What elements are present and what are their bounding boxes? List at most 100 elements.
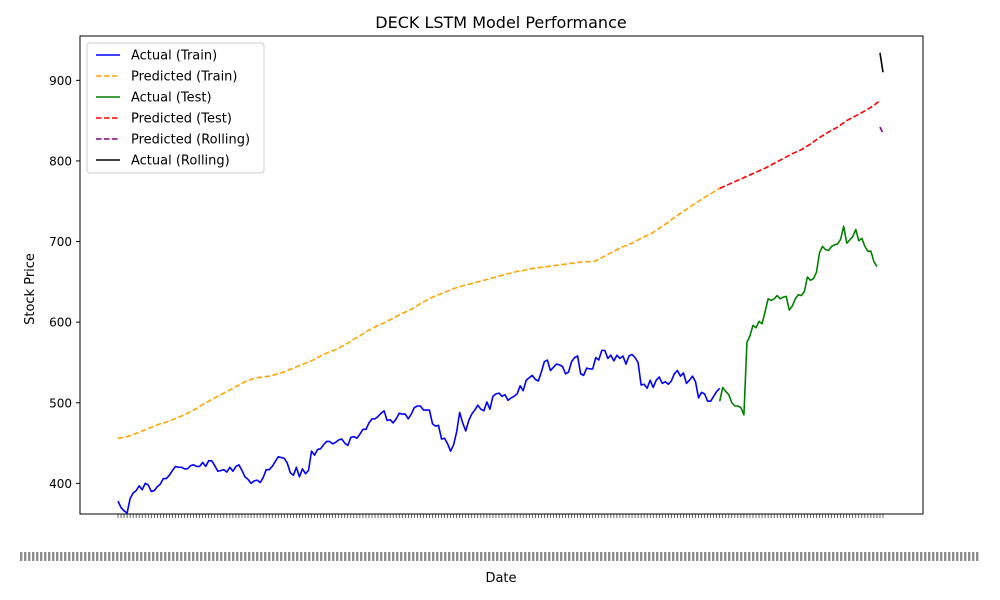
x-tick-label-glyph: [656, 552, 659, 561]
x-tick-label-glyph: [508, 552, 511, 561]
x-tick-label-glyph: [768, 552, 771, 561]
x-tick-label-glyph: [584, 552, 587, 561]
x-tick-label-glyph: [548, 552, 551, 561]
x-tick-label-glyph: [20, 552, 23, 561]
x-tick-label-glyph: [624, 552, 627, 561]
x-tick-label-glyph: [72, 552, 75, 561]
x-tick-label-glyph: [604, 552, 607, 561]
x-tick-label-glyph: [268, 552, 271, 561]
x-tick-label-glyph: [468, 552, 471, 561]
x-tick-label-glyph: [380, 552, 383, 561]
x-tick-label-glyph: [840, 552, 843, 561]
x-tick-label-glyph: [892, 552, 895, 561]
x-tick-label-glyph: [396, 552, 399, 561]
x-tick-label-glyph: [240, 552, 243, 561]
x-tick-label-glyph: [116, 552, 119, 561]
x-axis-label: Date: [485, 571, 516, 586]
x-tick-label-glyph: [276, 552, 279, 561]
x-tick-label-glyph: [504, 552, 507, 561]
x-tick-label-glyph: [264, 552, 267, 561]
x-tick-label-glyph: [836, 552, 839, 561]
x-tick-label-glyph: [800, 552, 803, 561]
x-tick-label-glyph: [860, 552, 863, 561]
x-tick-label-glyph: [200, 552, 203, 561]
x-tick-label-glyph: [500, 552, 503, 561]
x-tick-label-glyph: [44, 552, 47, 561]
x-tick-label-glyph: [108, 552, 111, 561]
x-tick-label-glyph: [344, 552, 347, 561]
series-predicted-train: [117, 187, 721, 440]
x-tick-label-glyph: [444, 552, 447, 561]
x-tick-label-glyph: [132, 552, 135, 561]
x-tick-label-glyph: [456, 552, 459, 561]
x-tick-label-glyph: [64, 552, 67, 561]
x-tick-label-glyph: [688, 552, 691, 561]
x-tick-label-glyph: [236, 552, 239, 561]
x-tick-label-glyph: [664, 552, 667, 561]
x-tick-label-glyph: [156, 552, 159, 561]
x-tick-label-glyph: [904, 552, 907, 561]
x-tick-label-glyph: [732, 552, 735, 561]
x-tick-label-glyph: [76, 552, 79, 561]
x-tick-label-glyph: [552, 552, 555, 561]
y-axis-label: Stock Price: [23, 253, 38, 325]
x-tick-label-glyph: [880, 552, 883, 561]
x-tick-label-glyph: [700, 552, 703, 561]
x-tick-label-glyph: [388, 552, 391, 561]
x-tick-label-glyph: [828, 552, 831, 561]
x-tick-label-glyph: [648, 552, 651, 561]
x-tick-label-glyph: [176, 552, 179, 561]
x-tick-label-glyph: [944, 552, 947, 561]
x-tick-label-glyph: [540, 552, 543, 561]
x-tick-label-glyph: [492, 552, 495, 561]
x-tick-label-glyph: [272, 552, 275, 561]
x-tick-label-glyph: [228, 552, 231, 561]
x-tick-label-glyph: [364, 552, 367, 561]
x-tick-label-glyph: [736, 552, 739, 561]
x-tick-label-glyph: [628, 552, 631, 561]
x-tick-label-glyph: [140, 552, 143, 561]
x-tick-label-glyph: [744, 552, 747, 561]
x-tick-label-glyph: [104, 552, 107, 561]
x-tick-label-glyph: [60, 552, 63, 561]
x-tick-label-glyph: [352, 552, 355, 561]
x-tick-label-glyph: [784, 552, 787, 561]
x-tick-label-glyph: [356, 552, 359, 561]
series-actual-rolling: [879, 52, 884, 73]
x-tick-label-glyph: [652, 552, 655, 561]
x-axis-ticks: [20, 514, 979, 561]
x-tick-label-glyph: [948, 552, 951, 561]
x-tick-label-glyph: [924, 552, 927, 561]
x-tick-label-glyph: [748, 552, 751, 561]
x-tick-label-glyph: [772, 552, 775, 561]
x-tick-label-glyph: [180, 552, 183, 561]
x-tick-label-glyph: [368, 552, 371, 561]
x-tick-label-glyph: [728, 552, 731, 561]
x-tick-label-glyph: [320, 552, 323, 561]
x-tick-label-glyph: [196, 552, 199, 561]
x-tick-label-glyph: [136, 552, 139, 561]
x-tick-label-glyph: [712, 552, 715, 561]
x-tick-label-glyph: [332, 552, 335, 561]
x-tick-label-glyph: [336, 552, 339, 561]
x-tick-label-glyph: [92, 552, 95, 561]
x-tick-label-glyph: [576, 552, 579, 561]
x-tick-label-glyph: [96, 552, 99, 561]
x-tick-label-glyph: [516, 552, 519, 561]
x-tick-label-glyph: [448, 552, 451, 561]
y-tick-label: 900: [49, 74, 72, 88]
x-tick-label-glyph: [416, 552, 419, 561]
x-tick-label-glyph: [588, 552, 591, 561]
legend-label: Actual (Rolling): [131, 154, 230, 169]
x-tick-label-glyph: [84, 552, 87, 561]
legend: Actual (Train) Predicted (Train) Actual (T…: [86, 42, 265, 174]
x-tick-label-glyph: [668, 552, 671, 561]
x-tick-label-glyph: [680, 552, 683, 561]
x-tick-label-glyph: [224, 552, 227, 561]
x-tick-label-glyph: [692, 552, 695, 561]
x-tick-label-glyph: [248, 552, 251, 561]
x-tick-label-glyph: [360, 552, 363, 561]
x-tick-label-glyph: [676, 552, 679, 561]
x-tick-label-glyph: [864, 552, 867, 561]
